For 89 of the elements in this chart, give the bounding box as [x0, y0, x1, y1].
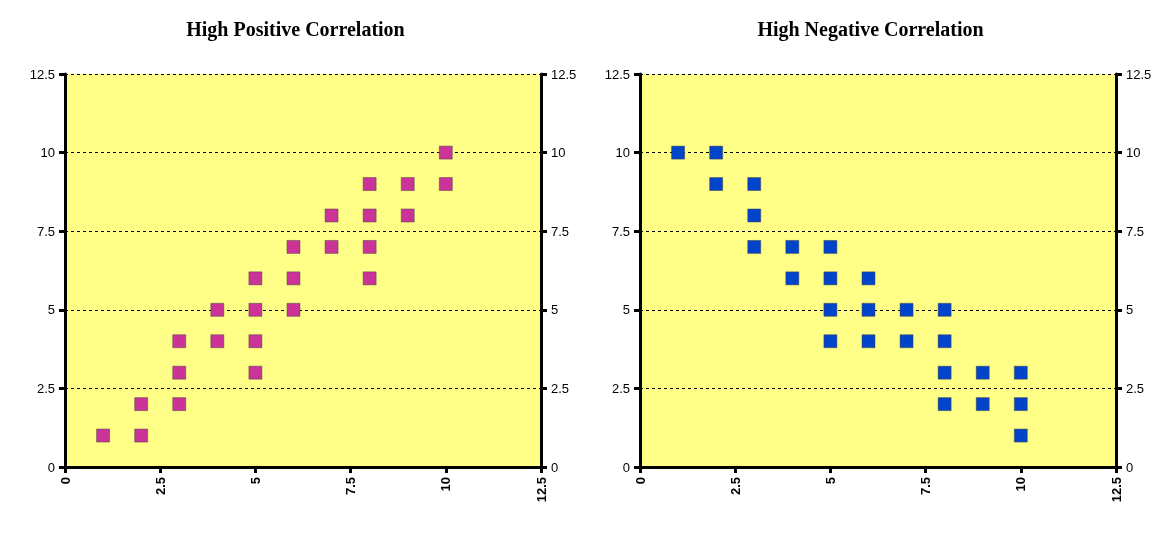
y-tick-label: 2.5	[611, 380, 630, 396]
point	[1014, 397, 1028, 411]
point	[286, 303, 301, 317]
point	[671, 145, 685, 160]
point	[362, 177, 377, 191]
point	[937, 365, 952, 380]
y2-tick-label: 5	[551, 302, 559, 318]
point	[747, 240, 761, 254]
x-tick-label: 0	[57, 477, 73, 485]
point	[1014, 428, 1028, 443]
x-tick-label: 12.5	[1108, 477, 1124, 503]
y-tick-label: 10	[615, 145, 630, 161]
point	[937, 397, 952, 411]
x-tick-label: 12.5	[533, 477, 549, 503]
point	[899, 334, 914, 348]
y-tick-label: 0	[622, 459, 630, 475]
x-tick-label: 5	[822, 477, 838, 485]
point	[286, 240, 301, 254]
x-tick-label: 7.5	[343, 477, 359, 496]
y2-tick-label: 10	[1126, 145, 1141, 161]
x-tick-label: 7.5	[918, 477, 934, 496]
point	[248, 303, 263, 317]
point	[747, 208, 761, 223]
x-tick-label: 5	[247, 477, 263, 485]
point	[134, 397, 148, 411]
point	[823, 334, 838, 348]
point	[362, 240, 377, 254]
point	[400, 208, 415, 223]
point	[823, 240, 838, 254]
point	[861, 334, 876, 348]
point	[785, 271, 800, 286]
point	[134, 428, 148, 443]
x-tick-label: 10	[1013, 477, 1029, 492]
point	[439, 145, 453, 160]
point	[400, 177, 415, 191]
chart-title: High Positive Correlation	[186, 18, 405, 41]
point	[172, 334, 186, 348]
chart-title: High Negative Correlation	[757, 18, 984, 41]
point	[709, 145, 723, 160]
x-tick-label: 2.5	[727, 477, 743, 496]
point	[362, 271, 377, 286]
y2-tick-label: 2.5	[1126, 380, 1145, 396]
x-tick-label: 0	[632, 477, 648, 485]
y2-tick-label: 12.5	[1126, 66, 1152, 82]
y2-tick-label: 2.5	[551, 380, 570, 396]
point	[210, 303, 225, 317]
y2-tick-label: 0	[1126, 459, 1134, 475]
y-tick-label: 2.5	[36, 380, 55, 396]
y-tick-label: 7.5	[611, 223, 630, 239]
point	[248, 334, 263, 348]
point	[937, 334, 952, 348]
point	[324, 208, 339, 223]
point	[899, 303, 914, 317]
point	[362, 208, 377, 223]
point	[709, 177, 723, 191]
y2-tick-label: 7.5	[1126, 223, 1145, 239]
point	[248, 271, 263, 286]
point	[172, 397, 186, 411]
y2-tick-label: 7.5	[551, 223, 570, 239]
point	[861, 303, 876, 317]
point	[96, 428, 110, 443]
y2-tick-label: 10	[551, 145, 566, 161]
point	[975, 365, 990, 380]
point	[286, 271, 301, 286]
point	[975, 397, 990, 411]
point	[210, 334, 225, 348]
point	[439, 177, 453, 191]
y2-tick-label: 12.5	[551, 66, 577, 82]
point	[1014, 365, 1028, 380]
y-tick-label: 5	[622, 302, 630, 318]
point	[823, 303, 838, 317]
y-tick-label: 12.5	[604, 66, 630, 82]
y-tick-label: 10	[40, 145, 55, 161]
y-tick-label: 12.5	[29, 66, 55, 82]
x-tick-label: 10	[438, 477, 454, 492]
y2-tick-label: 5	[1126, 302, 1134, 318]
point	[324, 240, 339, 254]
y-tick-label: 5	[47, 302, 55, 318]
point	[823, 271, 838, 286]
point	[248, 365, 263, 380]
point	[172, 365, 186, 380]
y-tick-label: 7.5	[36, 223, 55, 239]
x-tick-label: 2.5	[152, 477, 168, 496]
point	[785, 240, 800, 254]
point	[747, 177, 761, 191]
y-tick-label: 0	[47, 459, 55, 475]
y2-tick-label: 0	[551, 459, 559, 475]
point	[861, 271, 876, 286]
point	[937, 303, 952, 317]
